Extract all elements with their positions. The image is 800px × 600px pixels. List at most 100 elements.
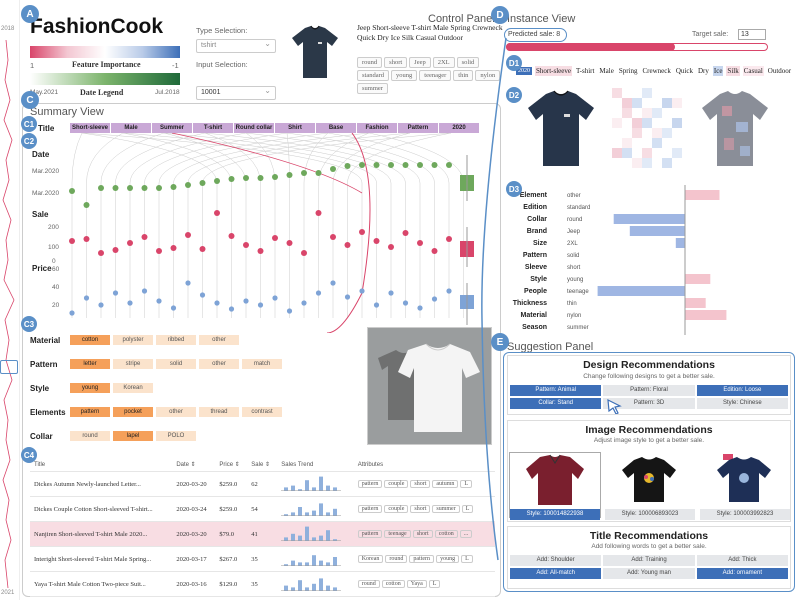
instance-title-word[interactable]: Ice	[712, 66, 724, 76]
title-word[interactable]: Fashion	[357, 123, 398, 133]
design-rec-button[interactable]: Style: Chinese	[696, 398, 788, 409]
title-word[interactable]: Pattern	[398, 123, 439, 133]
attribute-chip[interactable]: Jeep	[409, 57, 431, 68]
attribute-value[interactable]: letter	[70, 359, 110, 369]
attribute-chip[interactable]: round	[357, 57, 383, 68]
table-header[interactable]: Attributes	[353, 458, 495, 472]
attribute-value[interactable]: other	[199, 359, 239, 369]
attribute-value[interactable]: match	[242, 359, 282, 369]
design-rec-button[interactable]: Pattern: Floral	[603, 385, 695, 396]
attribute-value[interactable]: pattern	[70, 407, 110, 417]
instance-title-word[interactable]: Spring	[618, 67, 638, 75]
table-header[interactable]: Date ⇕	[172, 458, 216, 472]
type-select[interactable]: tshirt	[196, 39, 276, 53]
attribute-value[interactable]: cotton	[70, 335, 110, 345]
attribute-value[interactable]: Korean	[113, 383, 153, 393]
instance-title-word[interactable]: Silk	[726, 66, 740, 76]
attribute-chip[interactable]: teenager	[419, 70, 452, 81]
date-point	[98, 185, 104, 191]
attribute-chip[interactable]: summer	[357, 83, 388, 94]
title-word[interactable]: Base	[316, 123, 357, 133]
instance-title-word[interactable]: T-shirt	[576, 67, 595, 75]
saliency-cell	[652, 128, 662, 138]
table-row[interactable]: Dickes Couple Cotton Short-sleeved T-shi…	[30, 496, 495, 522]
attribute-value[interactable]: contrast	[242, 407, 282, 417]
attribute-chip[interactable]: short	[384, 57, 408, 68]
attribute-value[interactable]: other	[156, 407, 196, 417]
attribute-value[interactable]: thread	[199, 407, 239, 417]
title-rec-button[interactable]: Add: ornament	[696, 568, 788, 579]
attribute-value[interactable]: POLO	[156, 431, 196, 441]
image-rec-option-2[interactable]	[604, 452, 696, 518]
attribute-chip[interactable]: solid	[456, 57, 480, 68]
image-rec-option-3[interactable]	[699, 452, 791, 518]
attribute-chip[interactable]: 2XL	[432, 57, 455, 68]
attribute-value[interactable]: polyster	[113, 335, 153, 345]
title-rec-button[interactable]: Add: Thick	[696, 555, 788, 566]
attribute-value[interactable]: young	[70, 383, 110, 393]
instance-title-word[interactable]: Male	[599, 67, 614, 75]
attribute-chip[interactable]: nylon	[475, 70, 501, 81]
attribute-value[interactable]: lapel	[113, 431, 153, 441]
attribute-value[interactable]: stripe	[113, 359, 153, 369]
design-rec-button[interactable]: Edition: Loose	[696, 385, 788, 396]
sparkline-bar	[298, 507, 303, 516]
table-row[interactable]: Dickes Autumn Newly-launched Letter... 20…	[30, 471, 495, 497]
instance-title-word[interactable]: Casual	[742, 66, 764, 76]
instance-title-word[interactable]: Crewneck	[642, 67, 671, 75]
product-chips: round short Jeep 2XL solid standard young teena…	[356, 56, 504, 95]
design-rec-button[interactable]: Pattern: Animal	[510, 385, 602, 396]
title-word[interactable]: T-shirt	[193, 123, 234, 133]
image-rec-style-3[interactable]: Style: 100003992823	[700, 509, 790, 520]
attribute-value[interactable]: other	[199, 335, 239, 345]
instance-title-word[interactable]: Short-sleeve	[535, 66, 572, 76]
table-header[interactable]: Title	[30, 458, 173, 472]
title-word[interactable]: Round collar	[234, 123, 275, 133]
instance-title-words[interactable]: 2020 Short-sleeve T-shirt Male Spring Crewnec…	[516, 64, 796, 78]
title-rec-grid: Add: Shoulder Add: Training Add: Thick Add:…	[510, 555, 788, 579]
title-word[interactable]: Summer	[152, 123, 193, 133]
attribute-chip[interactable]: thin	[453, 70, 474, 81]
table-header[interactable]: Price ⇕	[215, 458, 248, 472]
image-rec-title: Image Recommendations	[585, 424, 713, 436]
table-row[interactable]: Interight Short-sleeved T-shirt Male Spr…	[30, 546, 495, 572]
instance-title-word[interactable]: Outdoor	[767, 67, 792, 75]
attribute-tag: round	[357, 580, 380, 588]
title-word[interactable]: Male	[111, 123, 152, 133]
design-rec-button[interactable]: Pattern: 3D	[603, 398, 695, 409]
saliency-cell	[642, 148, 652, 158]
table-row[interactable]: Nanjiren Short-sleeved T-shirt Male 2020…	[30, 521, 495, 547]
target-sale-input[interactable]: 13	[738, 29, 766, 40]
attribute-value[interactable]: ribbed	[156, 335, 196, 345]
title-rec-button[interactable]: Add: Young man	[603, 568, 695, 579]
table-header[interactable]: Sale ⇕	[247, 458, 278, 472]
attribute-value[interactable]: solid	[156, 359, 196, 369]
table-row[interactable]: Yaya T-shirt Male Cotton Two-piece Suit.…	[30, 571, 495, 597]
title-rec-button[interactable]: Add: Shoulder	[510, 555, 602, 566]
input-select[interactable]: 10001	[196, 86, 276, 100]
left-timeline[interactable]: 2018 2021	[0, 0, 20, 600]
summary-chart[interactable]	[22, 133, 500, 333]
attribute-chip[interactable]: standard	[357, 70, 390, 81]
instance-title-word[interactable]: Dry	[697, 67, 709, 75]
table-header[interactable]: Sales Trend	[277, 458, 354, 472]
title-word[interactable]: 2020	[439, 123, 480, 133]
image-rec-style-1[interactable]: Style: 100014822938	[510, 509, 600, 520]
title-word[interactable]: Short-sleeve	[70, 123, 111, 133]
sparkline-bar	[326, 512, 331, 516]
title-rec-button[interactable]: Add: All-match	[510, 568, 602, 579]
saliency-cell	[612, 118, 622, 128]
feature-value: summer	[567, 325, 589, 331]
title-rec-button[interactable]: Add: Training	[603, 555, 695, 566]
instance-title-word[interactable]: Quick	[675, 67, 693, 75]
attribute-tag: L	[460, 480, 473, 488]
image-rec-style-2[interactable]: Style: 100006893023	[605, 509, 695, 520]
attribute-value[interactable]: pocket	[113, 407, 153, 417]
title-word-bar[interactable]: Short-sleeve Male Summer T-shirt Round colla…	[70, 123, 480, 133]
highlight-link	[171, 133, 363, 194]
design-rec-button[interactable]: Collar: Stand	[510, 398, 602, 409]
attribute-value[interactable]: round	[70, 431, 110, 441]
attribute-chip[interactable]: young	[391, 70, 418, 81]
title-word[interactable]: Shirt	[275, 123, 316, 133]
timeline-brush[interactable]	[0, 360, 18, 374]
